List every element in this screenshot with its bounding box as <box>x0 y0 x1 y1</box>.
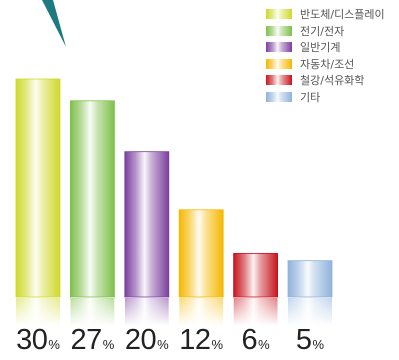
legend-swatch <box>266 91 292 102</box>
data-label-unit: % <box>312 337 325 352</box>
data-label-unit: % <box>258 337 270 352</box>
legend-label: 철강/석유화학 <box>300 74 365 88</box>
legend-swatch <box>266 9 292 20</box>
bar-reflection <box>124 298 169 326</box>
bar <box>287 260 333 298</box>
data-label-value: 5 <box>295 324 312 356</box>
data-label-unit: % <box>211 337 224 352</box>
pointer-arrow-shape <box>42 0 66 47</box>
data-label: 30% <box>8 324 68 357</box>
legend: 반도체/디스플레이 전기/전자 일반기계 자동차/조선 철강/석유화학 기타 <box>266 6 385 105</box>
data-label: 20% <box>117 324 177 357</box>
legend-label: 일반기계 <box>300 41 341 55</box>
data-label: 27% <box>62 324 122 357</box>
data-label-value: 6 <box>241 324 258 356</box>
data-label: 6% <box>226 324 286 357</box>
legend-label: 자동차/조선 <box>300 57 355 71</box>
legend-swatch <box>266 42 292 53</box>
legend-label: 전기/전자 <box>300 24 345 38</box>
legend-item: 일반기계 <box>266 39 385 56</box>
legend-item: 반도체/디스플레이 <box>266 6 385 23</box>
data-label-value: 12 <box>179 324 211 356</box>
data-label-value: 30 <box>16 324 48 356</box>
data-label-value: 27 <box>70 324 102 356</box>
data-label-unit: % <box>157 337 169 352</box>
bar <box>15 78 61 298</box>
data-label-unit: % <box>102 337 115 352</box>
bar <box>233 252 279 298</box>
data-label-unit: % <box>48 337 60 352</box>
bars-group <box>15 78 333 326</box>
bar-reflection <box>288 298 332 326</box>
bar-reflection <box>16 298 60 326</box>
legend-swatch <box>266 75 292 86</box>
legend-label: 기타 <box>300 90 321 104</box>
data-label: 5% <box>280 324 340 357</box>
legend-swatch <box>266 25 292 36</box>
legend-swatch <box>266 58 292 69</box>
data-label: 12% <box>171 324 231 357</box>
bar <box>178 209 224 298</box>
bar-reflection <box>179 298 224 326</box>
legend-item: 기타 <box>266 89 385 106</box>
bar <box>70 100 115 298</box>
legend-item: 철강/석유화학 <box>266 72 385 89</box>
bar-reflection <box>233 298 278 326</box>
bar-reflection <box>70 298 115 326</box>
legend-item: 자동차/조선 <box>266 56 385 73</box>
data-label-value: 20 <box>124 324 157 356</box>
legend-label: 반도체/디스플레이 <box>300 8 385 22</box>
legend-item: 전기/전자 <box>266 23 385 40</box>
bar <box>124 151 170 298</box>
